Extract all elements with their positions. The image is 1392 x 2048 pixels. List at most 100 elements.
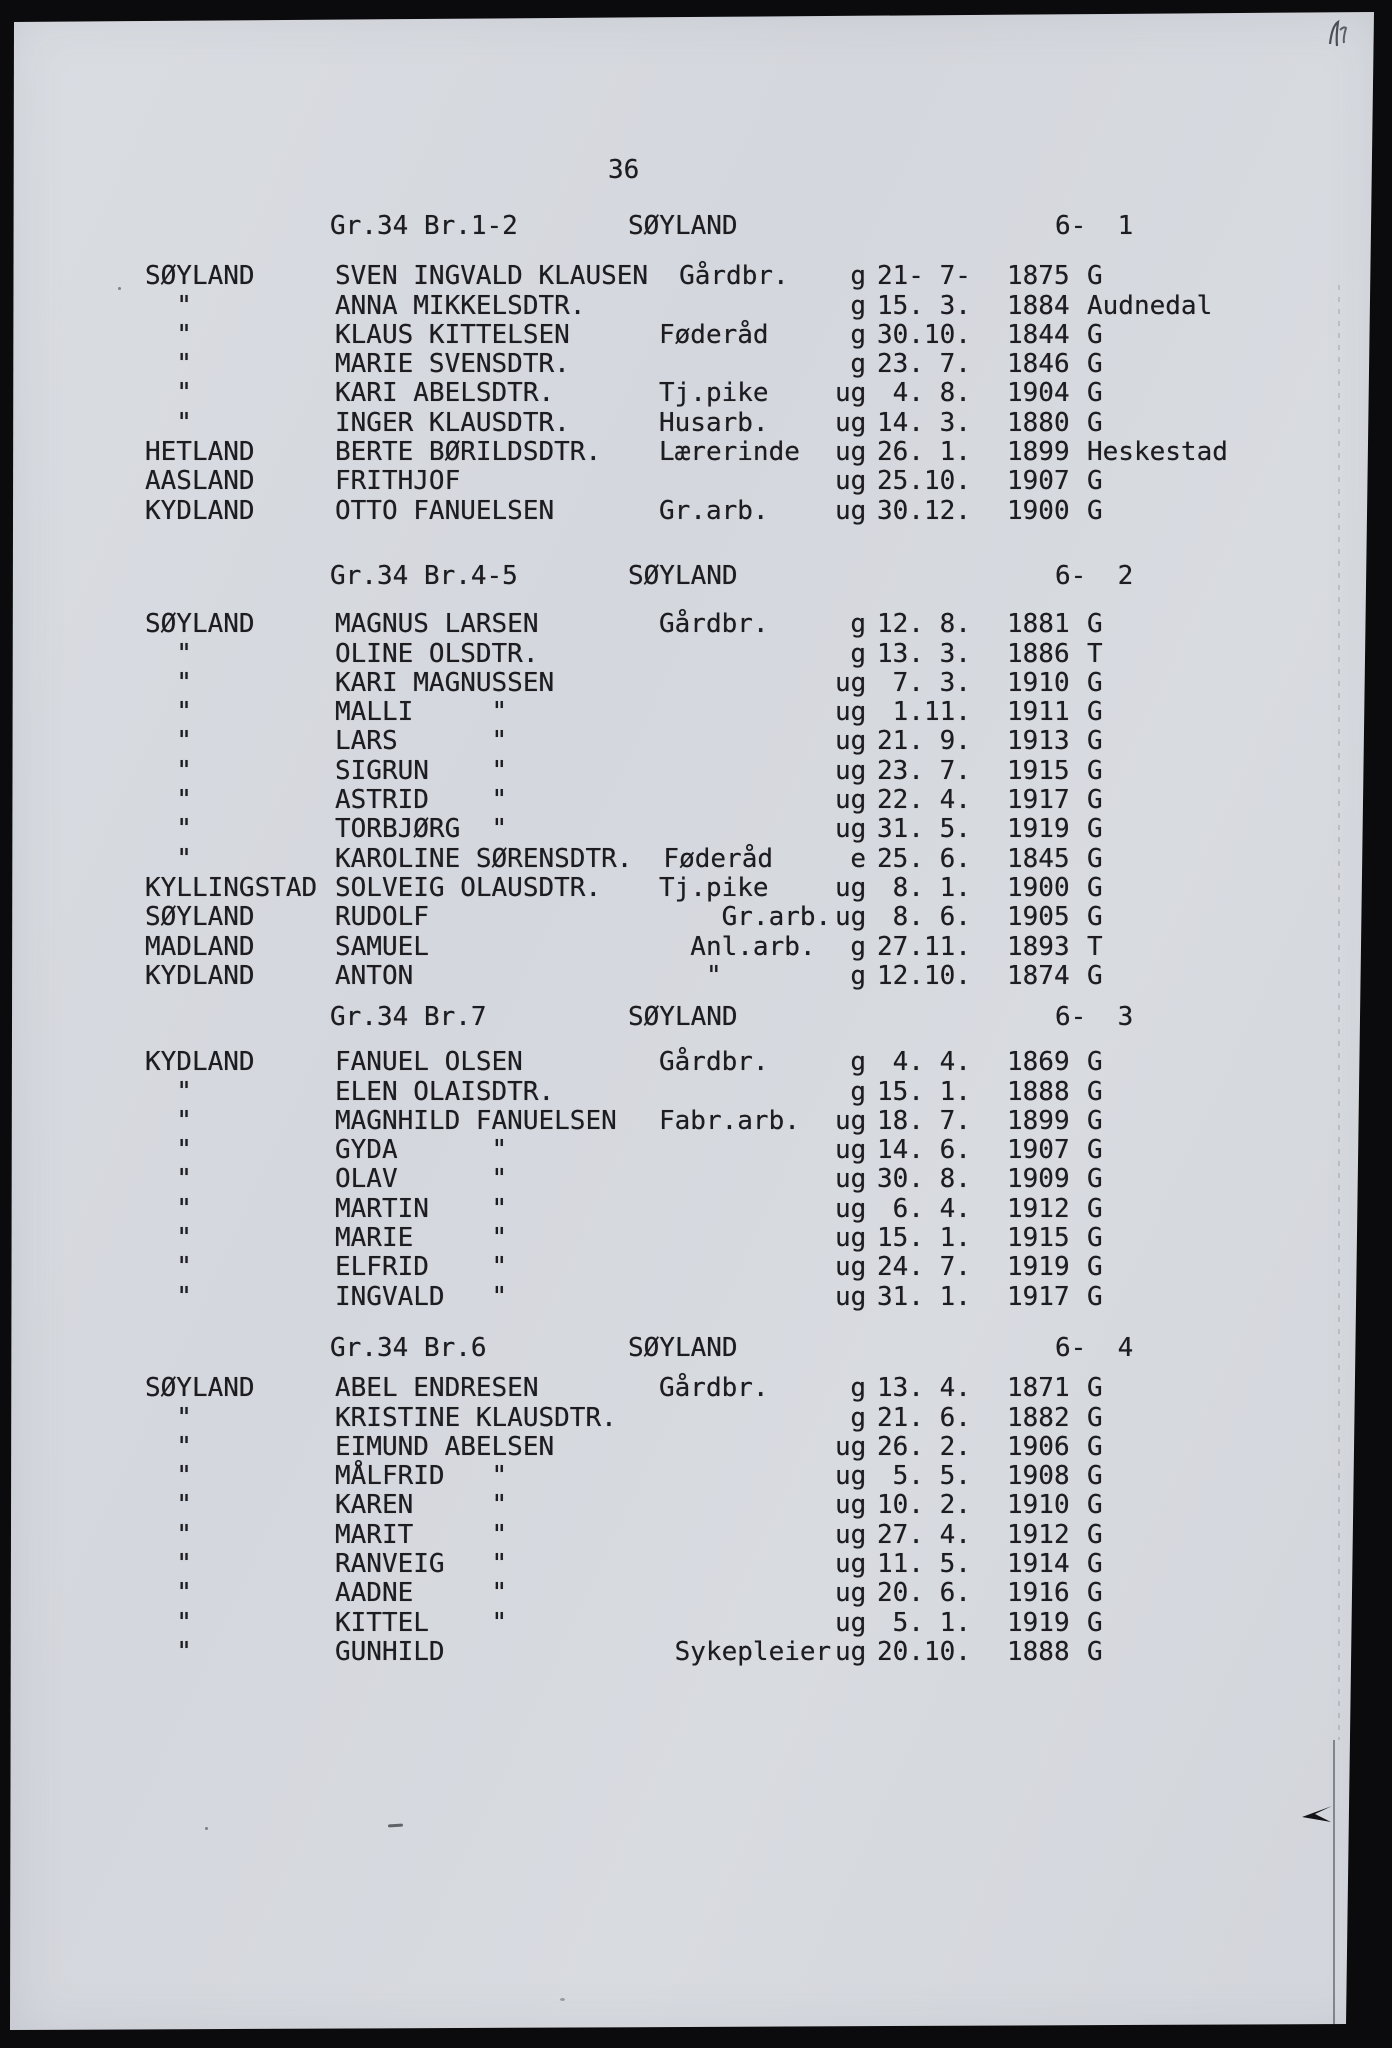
person-birthyear: 1893 xyxy=(1007,931,1070,962)
person-birthyear: 1888 xyxy=(1007,1076,1070,1107)
person-marital-status: g xyxy=(850,1047,866,1078)
person-row: " ASTRID " ug 22. 4. 1917 G xyxy=(145,785,1374,816)
person-marital-status: ug xyxy=(835,1607,867,1638)
person-birthyear: 1916 xyxy=(1007,1578,1070,1609)
block-group-ref: Gr.34 Br.1-2 xyxy=(330,211,518,241)
person-marital-status: ug xyxy=(835,1164,867,1195)
person-place: " xyxy=(145,1519,192,1550)
person-name-occupation: MARTIN " xyxy=(335,1194,659,1224)
person-name-occupation: RANVEIG " xyxy=(335,1549,659,1580)
person-birthdate: 1.11. xyxy=(877,697,971,728)
person-place: KYLLINGSTAD xyxy=(145,872,318,903)
person-birthyear: 1912 xyxy=(1007,1193,1070,1224)
person-name-occupation: GUNHILD Sykepleier xyxy=(335,1636,832,1667)
person-birthdate: 31. 5. xyxy=(877,814,971,845)
person-marital-status: ug xyxy=(835,755,867,786)
person-birthdate: 20.10. xyxy=(877,1636,971,1667)
person-marital-status: g xyxy=(850,1402,866,1433)
person-row: " ELEN OLAISDTR. g 15. 1. 1888 G xyxy=(145,1076,1374,1107)
household-block: Gr.34 Br.6 SØYLAND 6- 4 SØYLAND ABEL END… xyxy=(145,1333,1374,1667)
person-place: " xyxy=(145,785,192,816)
person-row: KYDLAND OTTO FANUELSEN Gr.arb. ug 30.12. … xyxy=(145,495,1374,526)
person-marital-status: ug xyxy=(835,1578,867,1609)
person-place: " xyxy=(145,755,192,786)
person-place: AASLAND xyxy=(145,466,255,497)
block-header: Gr.34 Br.4-5 SØYLAND 6- 2 xyxy=(145,561,1374,591)
person-residence-code: G xyxy=(1087,814,1103,845)
person-row: " KARI ABELSDTR. Tj.pike ug 4. 8. 1904 G xyxy=(145,378,1374,409)
person-occupation: Gårdbr. xyxy=(659,1047,769,1078)
person-birthdate: 14. 6. xyxy=(877,1135,971,1166)
handwritten-mark xyxy=(1326,16,1352,70)
person-row: " RANVEIG " ug 11. 5. 1914 G xyxy=(145,1549,1374,1580)
person-residence-code: G xyxy=(1087,261,1103,292)
person-marital-status: ug xyxy=(835,437,867,468)
person-marital-status: ug xyxy=(835,785,867,816)
person-residence-code: Heskestad xyxy=(1087,437,1228,468)
person-residence-code: G xyxy=(1087,1135,1103,1166)
person-row: " AADNE " ug 20. 6. 1916 G xyxy=(145,1578,1374,1609)
person-name-occupation: KARI MAGNUSSEN xyxy=(335,668,659,698)
person-occupation: Gårdbr. xyxy=(659,609,769,640)
person-birthdate: 7. 3. xyxy=(877,667,971,698)
person-birthdate: 4. 4. xyxy=(877,1047,971,1078)
person-row: SØYLAND RUDOLF Gr.arb. ug 8. 6. 1905 G xyxy=(145,902,1374,933)
person-residence-code: G xyxy=(1087,1105,1103,1136)
person-marital-status: g xyxy=(850,931,866,962)
block-group-ref: Gr.34 Br.6 xyxy=(330,1333,487,1363)
person-name: LARS " xyxy=(335,726,508,757)
person-birthyear: 1919 xyxy=(1007,1607,1070,1638)
person-residence-code: G xyxy=(1087,1373,1103,1404)
person-name: SOLVEIG OLAUSDTR. xyxy=(335,872,602,903)
household-block: Gr.34 Br.7 SØYLAND 6- 3 KYDLAND FANUEL O… xyxy=(145,1002,1374,1312)
person-birthyear: 1874 xyxy=(1007,960,1070,991)
block-group-ref: Gr.34 Br.7 xyxy=(330,1002,487,1032)
person-marital-status: g xyxy=(850,261,866,292)
person-name-occupation: FANUEL OLSEN Gårdbr. xyxy=(335,1047,769,1078)
person-residence-code: T xyxy=(1087,931,1103,962)
person-name: FANUEL OLSEN xyxy=(335,1047,523,1078)
block-header: Gr.34 Br.1-2 SØYLAND 6- 1 xyxy=(145,211,1374,241)
person-birthdate: 5. 1. xyxy=(877,1607,971,1638)
person-place: KYDLAND xyxy=(145,495,255,526)
person-name: OLAV " xyxy=(335,1164,508,1195)
person-name: MAGNUS LARSEN xyxy=(335,609,539,640)
ink-arrow-mark xyxy=(1302,1806,1334,1828)
person-residence-code: G xyxy=(1087,1402,1103,1433)
person-name: RANVEIG " xyxy=(335,1549,508,1580)
person-row: " SIGRUN " ug 23. 7. 1915 G xyxy=(145,755,1374,786)
person-name-occupation: LARS " xyxy=(335,726,659,757)
person-name-occupation: OLINE OLSDTR. xyxy=(335,639,659,669)
person-name-occupation: KARI ABELSDTR. Tj.pike xyxy=(335,379,769,409)
person-place: " xyxy=(145,1281,192,1312)
person-name: MALLI " xyxy=(335,697,508,728)
person-birthdate: 27.11. xyxy=(877,931,971,962)
block-code: 6- 4 xyxy=(1055,1333,1134,1363)
person-row: " EIMUND ABELSEN ug 26. 2. 1906 G xyxy=(145,1432,1374,1462)
block-farm-name: SØYLAND xyxy=(628,1002,738,1032)
person-residence-code: G xyxy=(1087,1252,1103,1283)
person-row: " INGER KLAUSDTR. Husarb. ug 14. 3. 1880 … xyxy=(145,408,1374,438)
person-marital-status: ug xyxy=(835,1636,867,1667)
person-birthyear: 1905 xyxy=(1007,902,1070,933)
person-residence-code: G xyxy=(1087,785,1103,816)
paper-crease-line xyxy=(1333,1740,1335,2025)
person-place: " xyxy=(145,1223,192,1254)
person-occupation: Gårdbr. xyxy=(659,1373,769,1404)
person-birthyear: 1910 xyxy=(1007,667,1070,698)
person-place: " xyxy=(145,697,192,728)
person-occupation: Gr.arb. xyxy=(659,902,832,933)
block-farm-name: SØYLAND xyxy=(628,211,738,241)
person-occupation: Føderåd xyxy=(663,843,773,874)
person-birthyear: 1882 xyxy=(1007,1402,1070,1433)
person-birthdate: 4. 8. xyxy=(877,378,971,409)
block-code: 6- 1 xyxy=(1055,211,1134,241)
person-place: " xyxy=(145,1193,192,1224)
person-occupation: Sykepleier xyxy=(659,1636,832,1667)
person-residence-code: G xyxy=(1087,667,1103,698)
person-name: RUDOLF xyxy=(335,902,429,933)
person-birthyear: 1912 xyxy=(1007,1519,1070,1550)
person-birthyear: 1907 xyxy=(1007,1135,1070,1166)
person-row: " KAROLINE SØRENSDTR. Føderåd e 25. 6. 18… xyxy=(145,843,1374,874)
person-row: " LARS " ug 21. 9. 1913 G xyxy=(145,726,1374,757)
